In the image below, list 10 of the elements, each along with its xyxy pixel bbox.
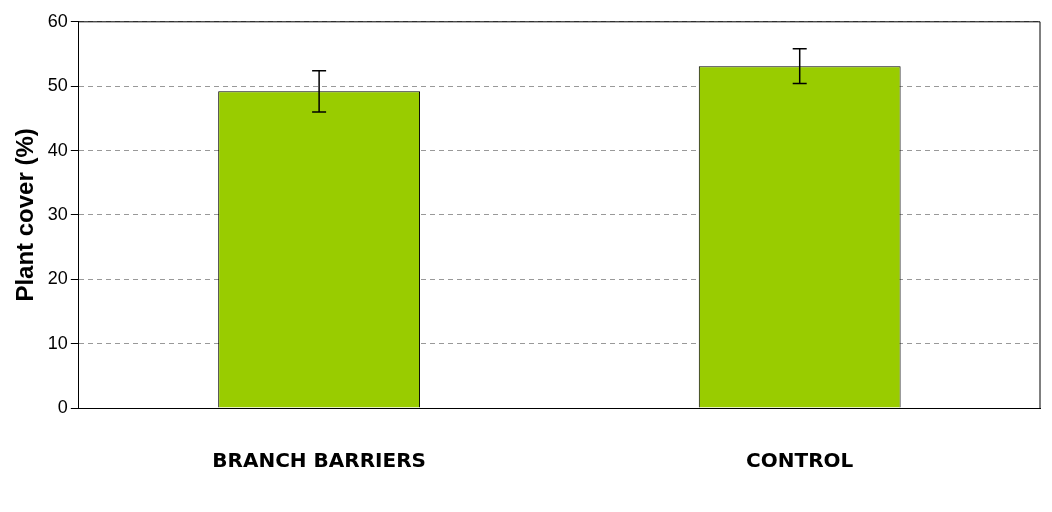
y-axis-title: Plant cover (%) — [11, 128, 39, 302]
y-tick-label: 60 — [47, 10, 68, 31]
y-tick-label: 20 — [47, 268, 68, 289]
y-tick-label: 0 — [57, 396, 68, 417]
y-tick-label: 10 — [47, 332, 68, 353]
x-tick-label: BRANCH BARRIERS — [212, 448, 426, 473]
y-tick-label: 30 — [47, 203, 68, 224]
y-tick-label: 50 — [47, 75, 68, 96]
y-tick-label: 40 — [47, 139, 68, 160]
x-tick-label: CONTROL — [746, 448, 854, 473]
